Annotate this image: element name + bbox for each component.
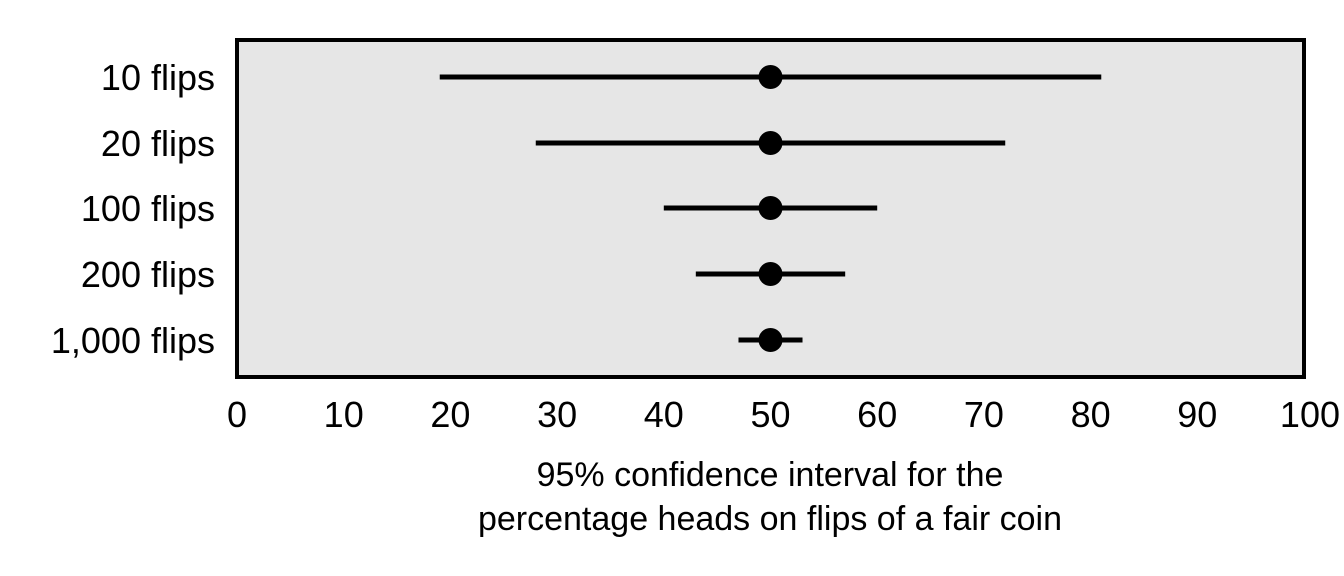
x-tick-label: 90: [1177, 394, 1217, 435]
x-tick-label: 70: [964, 394, 1004, 435]
x-tick-label: 10: [324, 394, 364, 435]
category-label: 10 flips: [101, 57, 215, 98]
x-tick-label: 100: [1280, 394, 1340, 435]
category-label: 20 flips: [101, 123, 215, 164]
interval-center-point: [758, 262, 783, 286]
category-label: 200 flips: [81, 254, 215, 295]
x-axis-title-line-2: percentage heads on flips of a fair coin: [478, 500, 1062, 538]
interval-center-point: [758, 196, 783, 220]
category-labels: 10 flips 20 flips 100 flips 200 flips 1,000 …: [51, 57, 215, 361]
interval-center-point: [758, 131, 783, 155]
x-tick-label: 30: [537, 394, 577, 435]
x-tick-label: 40: [644, 394, 684, 435]
x-tick-label: 20: [430, 394, 470, 435]
x-axis-title-line-1: 95% confidence interval for the: [537, 456, 1004, 494]
x-tick-label: 80: [1071, 394, 1111, 435]
interval-center-point: [758, 328, 783, 352]
interval-marks: [439, 65, 1102, 352]
x-tick-label: 0: [227, 394, 247, 435]
x-tick-label: 50: [750, 394, 790, 435]
x-tick-label: 60: [857, 394, 897, 435]
x-axis-tick-labels: 0 10 20 30 40 50 60 70 80 90 100: [227, 394, 1340, 435]
interval-center-point: [758, 65, 783, 89]
category-label: 100 flips: [81, 188, 215, 229]
category-label: 1,000 flips: [51, 320, 215, 361]
